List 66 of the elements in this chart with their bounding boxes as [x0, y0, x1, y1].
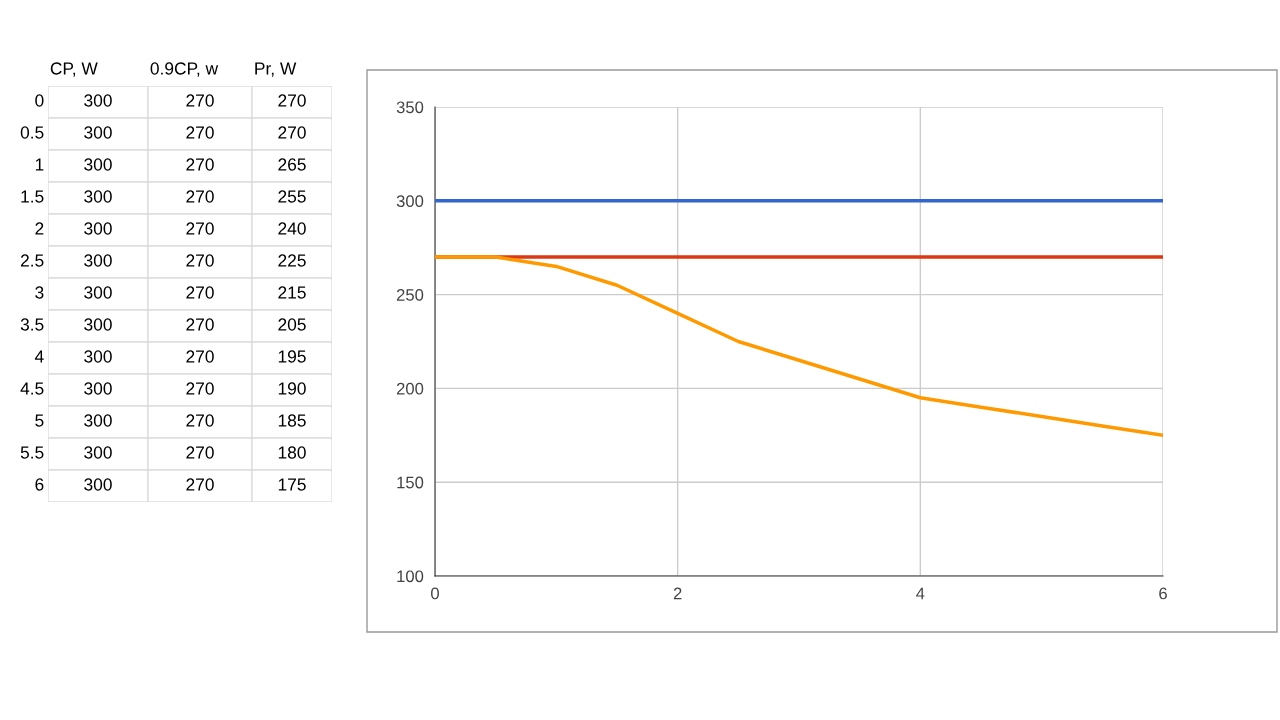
- y-tick-label: 200: [396, 382, 424, 395]
- y-tick-label: 150: [397, 476, 424, 489]
- data-label: 270: [186, 286, 214, 299]
- y-tick-label: 300: [396, 195, 424, 207]
- y-tick-label: 1: [35, 158, 44, 171]
- y-tick-label: 1.5: [21, 190, 44, 203]
- data-label: 300: [84, 158, 112, 171]
- data-label: 270: [186, 446, 214, 459]
- x-tick-label: 6: [1159, 587, 1167, 600]
- data-label: 300: [84, 414, 112, 427]
- y-tick-label: 100: [397, 570, 424, 583]
- data-label: 180: [278, 446, 306, 459]
- y-tick-label: 5.5: [20, 446, 44, 459]
- y-tick-label: 3.5: [20, 318, 44, 331]
- data-label: 240: [278, 222, 306, 235]
- data-label: 270: [186, 350, 214, 363]
- data-label: 225: [278, 254, 306, 267]
- y-tick-label: 0: [35, 94, 44, 107]
- data-label: 270: [186, 94, 214, 107]
- data-label: 300: [84, 190, 112, 203]
- data-label: 215: [278, 286, 306, 299]
- y-tick-label: 250: [396, 289, 424, 301]
- x-tick-label: 2: [673, 587, 682, 600]
- x-tick-label: Pr, W: [255, 62, 297, 77]
- data-label: 270: [186, 254, 214, 267]
- data-label: 300: [84, 94, 112, 107]
- data-label: 270: [186, 382, 214, 395]
- y-tick-label: 5: [35, 414, 44, 427]
- data-label: 190: [278, 382, 306, 395]
- y-tick-label: 3: [35, 286, 44, 299]
- data-label: 300: [84, 254, 112, 267]
- y-tick-label: 2.5: [20, 254, 44, 267]
- y-tick-label: 2: [35, 222, 44, 235]
- data-label: 195: [278, 350, 306, 363]
- data-label: 270: [186, 126, 214, 139]
- data-label: 270: [186, 158, 214, 171]
- data-label: 205: [278, 318, 306, 331]
- x-tick-label: 4: [916, 587, 925, 600]
- data-label: 300: [84, 446, 112, 459]
- x-tick-label: CP, W: [50, 62, 98, 77]
- y-tick-label: 6: [35, 478, 44, 491]
- y-tick-label: 350: [396, 101, 424, 114]
- data-label: 300: [84, 382, 112, 395]
- data-label: 270: [278, 94, 306, 107]
- data-label: 255: [278, 190, 306, 203]
- data-label: 185: [278, 414, 306, 427]
- y-tick-label: 0.5: [20, 126, 44, 139]
- data-label: 270: [186, 414, 214, 427]
- data-label: 270: [278, 126, 306, 139]
- data-label: 270: [186, 478, 214, 491]
- line-series: [435, 255, 1163, 438]
- y-tick-label: 4.5: [20, 382, 44, 395]
- data-label: 270: [186, 190, 214, 203]
- y-tick-label: 4: [34, 350, 44, 363]
- data-label: 300: [84, 478, 112, 491]
- data-label: 300: [84, 318, 112, 331]
- data-label: 270: [186, 222, 214, 235]
- data-label: 300: [84, 126, 112, 139]
- data-label: 300: [84, 350, 112, 363]
- data-label: 175: [278, 478, 306, 491]
- data-label: 270: [186, 318, 214, 331]
- data-label: 265: [278, 158, 306, 171]
- data-label: 300: [84, 222, 112, 235]
- x-tick-label: 0: [431, 587, 439, 600]
- data-label: 300: [84, 286, 112, 299]
- x-tick-label: 0.9CP, w: [150, 62, 219, 77]
